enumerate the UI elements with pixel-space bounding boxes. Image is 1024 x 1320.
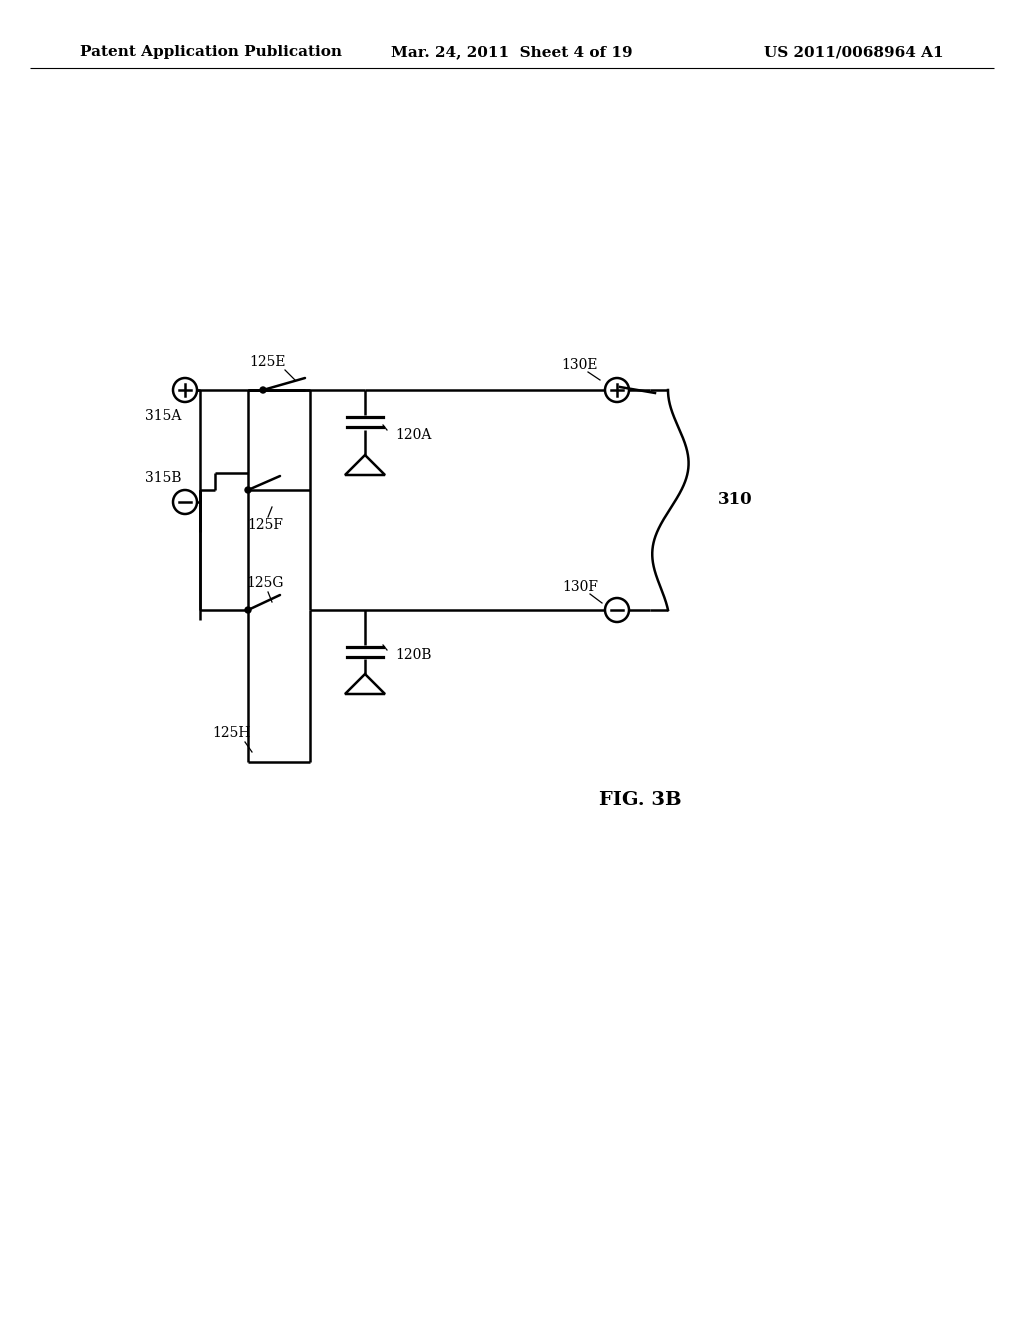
Circle shape	[260, 387, 266, 393]
Circle shape	[245, 607, 251, 612]
Text: 315B: 315B	[145, 471, 181, 484]
Text: 125E: 125E	[250, 355, 287, 370]
Text: US 2011/0068964 A1: US 2011/0068964 A1	[764, 45, 944, 59]
Circle shape	[245, 487, 251, 492]
Text: 125H: 125H	[213, 726, 251, 741]
Text: 120B: 120B	[395, 648, 431, 663]
Text: 125G: 125G	[246, 576, 284, 590]
Text: 125F: 125F	[247, 517, 283, 532]
Text: 130E: 130E	[562, 358, 598, 372]
Text: 315A: 315A	[145, 409, 181, 422]
Text: Mar. 24, 2011  Sheet 4 of 19: Mar. 24, 2011 Sheet 4 of 19	[391, 45, 633, 59]
Text: 120A: 120A	[395, 428, 431, 442]
Text: Patent Application Publication: Patent Application Publication	[80, 45, 342, 59]
Text: 310: 310	[718, 491, 753, 508]
Text: 130F: 130F	[562, 579, 598, 594]
Text: FIG. 3B: FIG. 3B	[599, 791, 681, 809]
